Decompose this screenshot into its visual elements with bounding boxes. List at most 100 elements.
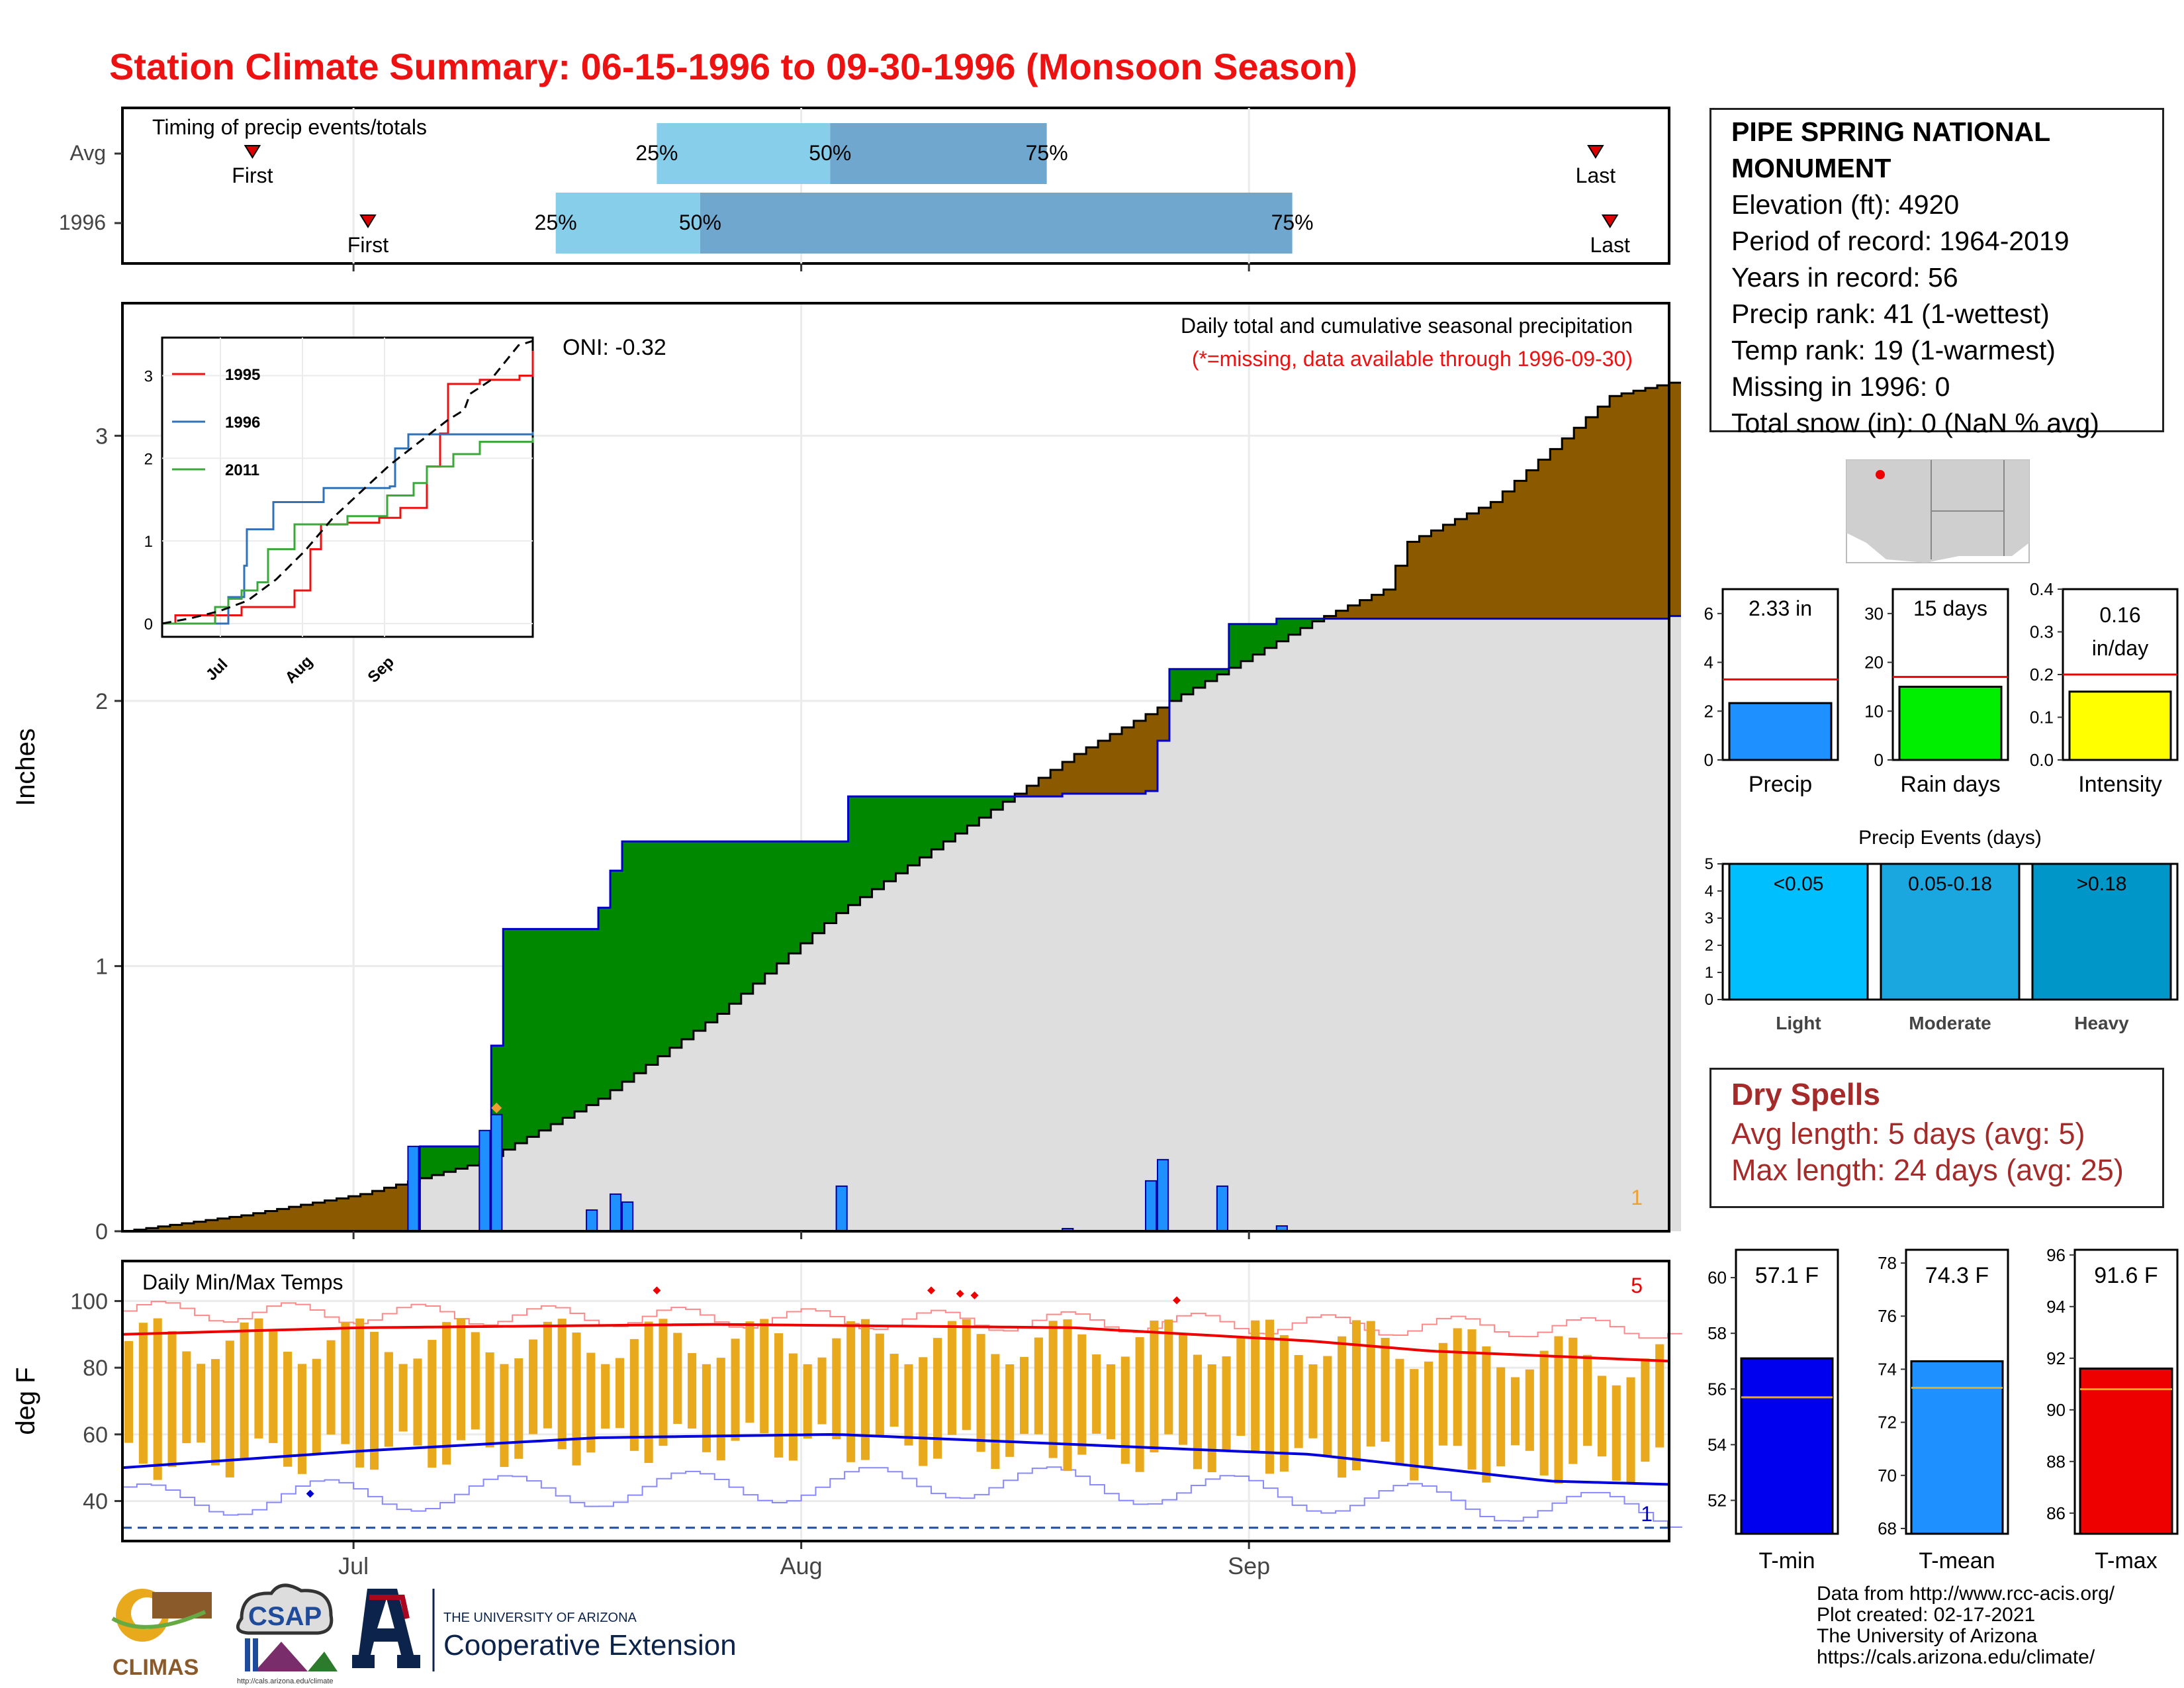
timing-row-label: 1996 — [59, 211, 106, 234]
dry-spells-max: Max length: 24 days (avg: 25) — [1731, 1153, 2124, 1187]
y-tick-label: 3 — [95, 424, 108, 449]
daily-temp-bar — [182, 1351, 191, 1444]
daily-temp-bar — [1092, 1354, 1101, 1434]
daily-temp-bar — [124, 1340, 134, 1443]
y-axis-label: Inches — [11, 728, 40, 806]
daily-temp-bar — [197, 1364, 206, 1443]
timing-bar-50-75 — [700, 193, 1293, 254]
daily-temp-bar — [1424, 1361, 1433, 1469]
event-bin-label: >0.18 — [2077, 873, 2127, 895]
daily-precip-bar — [1156, 1158, 1169, 1232]
daily-temp-bar — [716, 1358, 725, 1461]
y-tick-label: 0 — [1705, 991, 1713, 1009]
mini-value-label: in/day — [2092, 636, 2148, 660]
temps-title: Daily Min/Max Temps — [142, 1270, 343, 1294]
x-tick-label: Aug — [780, 1552, 823, 1579]
daily-temp-bar — [1525, 1369, 1534, 1451]
mini-temp-panels: 52 54 56 58 60 57.1 F T-min 68 70 72 74 76 78 74.3 F T… — [1707, 1245, 2179, 1573]
y-tick-label: 92 — [2046, 1348, 2066, 1368]
daily-temp-bar — [1294, 1355, 1303, 1448]
mini-category-label: Rain days — [1900, 772, 2000, 797]
y-tick-label: 0 — [95, 1219, 108, 1244]
daily-precip-bar — [621, 1201, 634, 1232]
daily-temp-bar — [1583, 1354, 1592, 1446]
daily-temp-bar — [1308, 1364, 1318, 1438]
daily-temp-bar — [1150, 1320, 1159, 1453]
location-map — [1846, 459, 2030, 563]
daily-temp-bar — [1612, 1385, 1621, 1481]
event-category-label: Light — [1776, 1013, 1821, 1033]
daily-temp-bar — [1539, 1350, 1549, 1476]
events-title: Precip Events (days) — [1858, 827, 2042, 849]
mini-value-label: 0.16 — [2099, 603, 2140, 627]
daily-temp-bar — [1251, 1320, 1260, 1451]
y-tick-label: 2 — [1704, 701, 1713, 721]
daily-temp-bar — [1063, 1319, 1072, 1472]
y-tick-label: 20 — [1864, 653, 1884, 673]
daily-temp-bar — [471, 1332, 480, 1430]
daily-temp-bar — [1279, 1335, 1289, 1472]
daily-temp-bar — [962, 1319, 971, 1430]
daily-temp-bar — [1193, 1354, 1202, 1470]
credit-line: Plot created: 02-17-2021 — [1817, 1604, 2036, 1626]
mini-category-label: T-max — [2095, 1548, 2157, 1573]
daily-temp-bar — [889, 1354, 899, 1427]
ua-small-text: THE UNIVERSITY OF ARIZONA — [443, 1611, 637, 1625]
daily-temp-bar — [529, 1339, 538, 1434]
daily-precip-bar — [610, 1193, 622, 1233]
station-period: Period of record: 1964-2019 — [1731, 226, 2070, 256]
daily-temp-bar — [572, 1332, 581, 1466]
daily-temp-bar — [1366, 1321, 1375, 1447]
mini-value-label: 91.6 F — [2094, 1263, 2158, 1288]
mini-value-label: 74.3 F — [1925, 1263, 1989, 1288]
x-tick-label: Sep — [1228, 1552, 1270, 1579]
daily-temp-bar — [355, 1318, 365, 1468]
precip-frame — [121, 302, 1670, 1233]
daily-temp-bar — [586, 1352, 596, 1453]
y-tick-label: 3 — [144, 367, 153, 385]
daily-temp-bar — [760, 1319, 769, 1434]
daily-temp-bar — [774, 1333, 784, 1458]
daily-temp-bar — [1135, 1336, 1144, 1472]
record-high-marker — [1173, 1296, 1181, 1305]
marker-triangle — [1587, 145, 1604, 159]
precip-events-panel: Precip Events (days) 0 1 2 3 4 5 <0.05 Light 0.05… — [1705, 827, 2179, 1033]
daily-temp-bar — [832, 1338, 841, 1440]
credit-line: Data from http://www.rcc-acis.org/ — [1817, 1583, 2115, 1605]
station-location-dot — [1876, 470, 1885, 479]
daily-temp-bar — [1236, 1336, 1246, 1436]
y-tick-label: 6 — [1704, 604, 1713, 624]
daily-temp-bar — [297, 1364, 306, 1474]
daily-temp-bar — [1453, 1328, 1462, 1446]
daily-temp-bar — [543, 1321, 552, 1429]
daily-temp-bar — [413, 1358, 422, 1446]
legend-label: 1996 — [225, 414, 260, 432]
record-high-marker — [927, 1286, 936, 1295]
dry-spells-box: Dry Spells Avg length: 5 days (avg: 5) M… — [1709, 1068, 2164, 1208]
y-tick-label: 52 — [1707, 1491, 1727, 1511]
dry-spells-avg: Avg length: 5 days (avg: 5) — [1731, 1117, 2085, 1150]
timing-title: Timing of precip events/totals — [152, 115, 427, 139]
event-bin-label: 0.05-0.18 — [1908, 873, 1992, 895]
y-tick-label: 76 — [1878, 1306, 1897, 1326]
station-years: Years in record: 56 — [1731, 262, 1958, 293]
x-tick-label: Jul — [338, 1552, 369, 1579]
csap-logo: CSAP http://cals.arizona.edu/climate — [236, 1583, 338, 1685]
daily-temp-bar — [1338, 1336, 1347, 1478]
percent-label: 75% — [1026, 141, 1068, 165]
daily-temp-bar — [1438, 1342, 1447, 1446]
daily-temp-bar — [702, 1364, 711, 1452]
inset-series-line — [162, 438, 534, 625]
daily-temp-bar — [428, 1340, 437, 1468]
temps-frame — [121, 1260, 1670, 1542]
daily-temp-bar — [947, 1321, 956, 1435]
y-tick-label: 68 — [1878, 1519, 1897, 1538]
timing-row-label: Avg — [69, 141, 106, 165]
daily-temp-bar — [456, 1318, 466, 1440]
record-marker — [491, 1102, 502, 1113]
legend-label: 2011 — [225, 461, 259, 479]
event-bar — [2031, 863, 2172, 1001]
daily-temp-bar — [1395, 1358, 1404, 1464]
daily-temp-bar — [384, 1352, 393, 1447]
daily-temp-bar — [817, 1357, 827, 1425]
